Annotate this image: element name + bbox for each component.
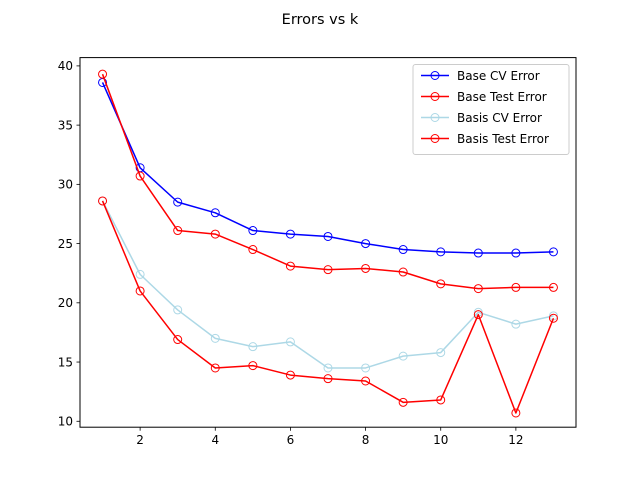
data-point (135, 269, 145, 279)
data-point (436, 279, 446, 289)
plot-series (98, 69, 558, 418)
y-tick-label: 20 (58, 296, 73, 310)
data-point (173, 197, 183, 207)
series-line (101, 200, 555, 414)
legend-item: Base Test Error (421, 90, 547, 104)
data-point (135, 171, 145, 181)
data-point (210, 208, 220, 218)
data-point (248, 361, 258, 371)
data-point (248, 342, 258, 352)
legend-marker (430, 71, 440, 80)
data-point (398, 397, 408, 407)
data-point (398, 351, 408, 361)
y-tick-label: 25 (58, 237, 73, 251)
y-tick-label: 35 (58, 118, 73, 132)
chart-title: Errors vs k (282, 12, 359, 28)
data-point (98, 69, 108, 79)
legend-item: Base CV Error (421, 69, 540, 83)
data-point (511, 319, 521, 329)
data-point (511, 248, 521, 258)
data-point (173, 305, 183, 315)
legend-label: Base CV Error (457, 69, 540, 83)
plot-frame (79, 57, 577, 428)
data-point (436, 348, 446, 358)
x-axis: 2 4 6 8 10 12 (136, 427, 524, 447)
legend-marker (430, 92, 440, 101)
data-point (436, 247, 446, 257)
data-point (210, 333, 220, 343)
legend-item: Basis Test Error (421, 132, 549, 146)
data-point (285, 261, 295, 271)
series-1 (98, 77, 558, 258)
series-line (101, 73, 554, 290)
legend-label: Basis CV Error (457, 111, 542, 125)
data-point (361, 263, 371, 273)
legend-label: Basis Test Error (457, 132, 549, 146)
data-point (285, 229, 295, 239)
x-tick-label: 10 (433, 433, 448, 447)
x-tick-label: 6 (287, 433, 295, 447)
y-tick-label: 15 (58, 355, 73, 369)
data-point (548, 313, 558, 323)
data-point (173, 226, 183, 236)
series-line (101, 200, 554, 369)
data-point (548, 247, 558, 257)
data-point (436, 395, 446, 405)
data-point (98, 196, 108, 206)
data-point (248, 245, 258, 255)
data-point (361, 239, 371, 249)
data-point (473, 310, 483, 320)
y-tick-label: 40 (58, 59, 73, 73)
x-tick-label: 2 (136, 433, 144, 447)
series-4 (98, 196, 558, 418)
x-tick-label: 8 (362, 433, 370, 447)
x-tick-label: 12 (508, 433, 523, 447)
legend-box (412, 64, 570, 155)
data-point (323, 231, 333, 241)
data-point (361, 376, 371, 386)
legend: Base CV Error Base Test Error Basis CV Err… (412, 64, 570, 155)
data-point (135, 286, 145, 296)
y-axis: 10 15 20 25 30 35 40 (58, 59, 80, 429)
data-point (473, 284, 483, 294)
data-point (548, 282, 558, 292)
data-point (210, 363, 220, 373)
legend-label: Base Test Error (457, 90, 547, 104)
legend-marker (430, 134, 440, 143)
y-tick-label: 10 (58, 415, 73, 429)
data-point (323, 363, 333, 373)
data-point (398, 245, 408, 255)
data-point (210, 229, 220, 239)
data-point (323, 374, 333, 384)
data-point (511, 408, 521, 418)
data-point (398, 267, 408, 277)
data-point (361, 363, 371, 373)
series-3 (98, 196, 558, 373)
series-2 (98, 69, 558, 294)
series-line (101, 82, 554, 254)
data-point (473, 248, 483, 258)
y-tick-label: 30 (58, 178, 73, 192)
data-point (285, 337, 295, 347)
data-point (511, 282, 521, 292)
x-tick-label: 4 (211, 433, 219, 447)
data-point (323, 265, 333, 275)
data-point (173, 335, 183, 345)
data-point (285, 370, 295, 380)
legend-item: Basis CV Error (421, 111, 542, 125)
legend-marker (430, 113, 440, 122)
data-point (248, 226, 258, 236)
